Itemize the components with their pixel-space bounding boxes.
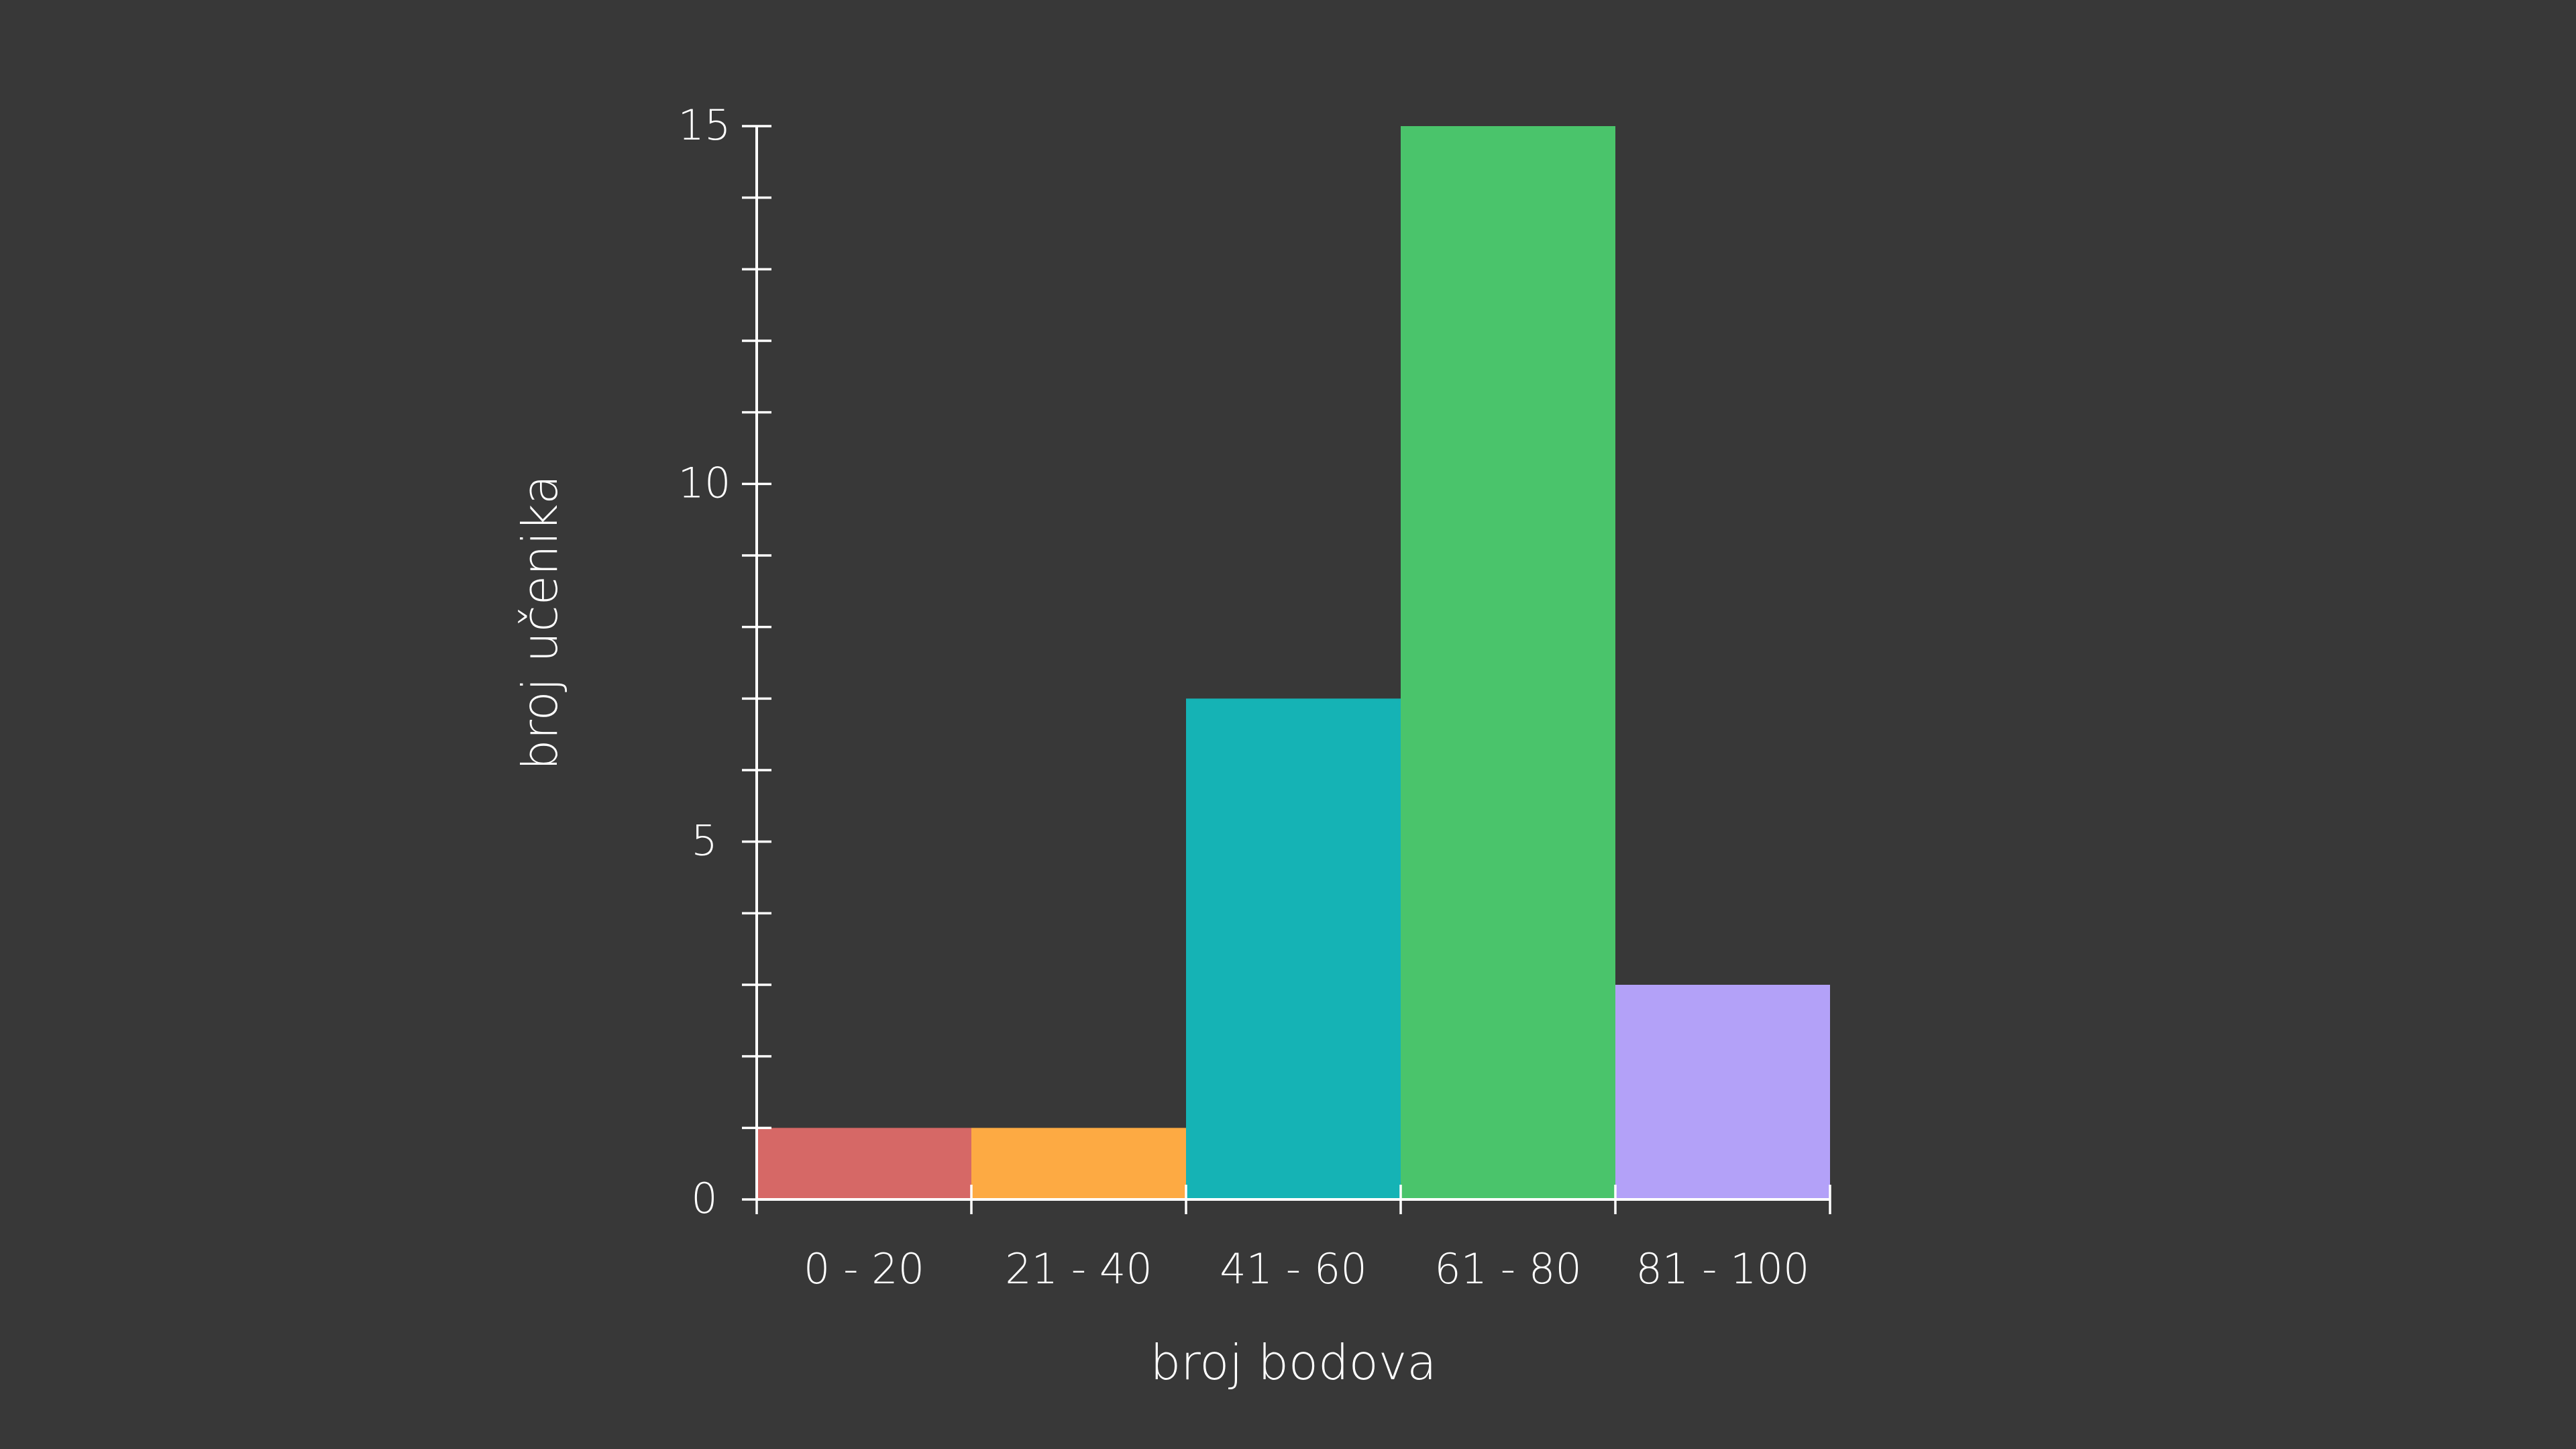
bar-21-40 [971, 1128, 1186, 1199]
bar-81-100 [1615, 985, 1830, 1199]
x-tick-label-81-100: 81 - 100 [1635, 1244, 1809, 1293]
y-tick-label-5: 5 [691, 816, 717, 865]
bar-0-20 [757, 1128, 971, 1199]
y-tick-label-10: 10 [678, 458, 731, 507]
bar-41-60 [1186, 698, 1401, 1199]
y-axis-title: broj učenika [512, 475, 568, 770]
axes-group [755, 126, 1830, 1201]
x-tick-label-21-40: 21 - 40 [1005, 1244, 1152, 1293]
x-tick-label-61-80: 61 - 80 [1434, 1244, 1582, 1293]
ticks-group [742, 125, 1831, 1214]
y-tick-label-0: 0 [691, 1174, 717, 1223]
bars-group [757, 126, 1830, 1199]
tick-labels-group: 0 5 10 15 0 - 20 21 - 40 41 - 60 61 - 80 81 - 10… [678, 101, 1810, 1293]
y-tick-label-15: 15 [678, 101, 731, 150]
x-axis-title: broj bodova [1150, 1334, 1437, 1391]
bar-61-80 [1401, 126, 1615, 1199]
x-tick-label-0-20: 0 - 20 [804, 1244, 924, 1293]
x-tick-label-41-60: 41 - 60 [1220, 1244, 1367, 1293]
